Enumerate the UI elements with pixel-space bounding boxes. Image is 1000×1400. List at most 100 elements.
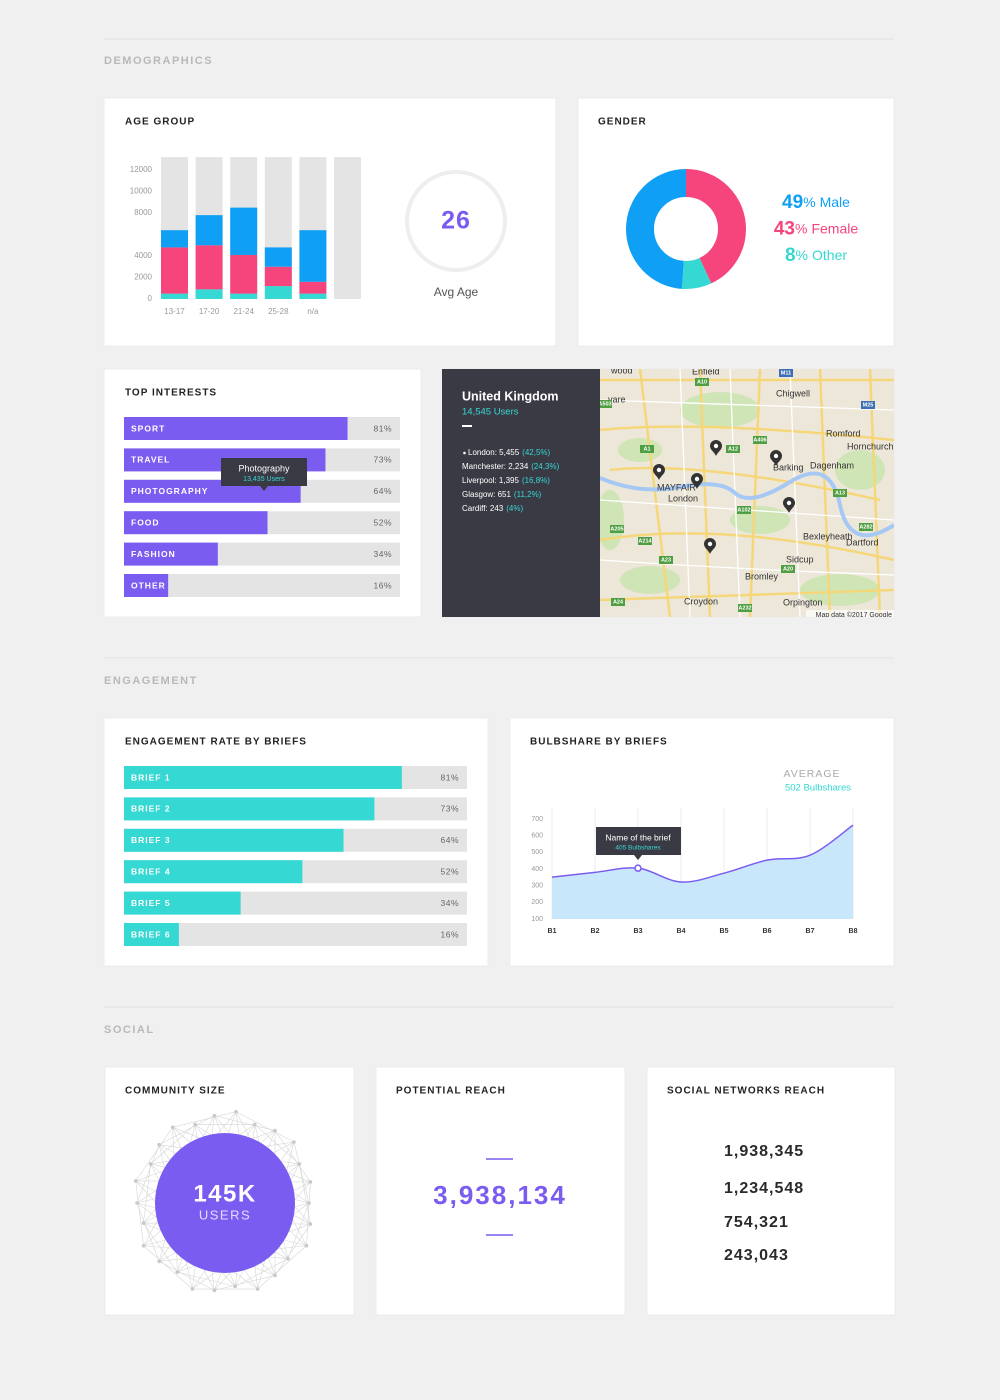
place-label: Dartford [846, 537, 879, 547]
street [679, 369, 691, 617]
road-badge [861, 401, 875, 409]
bar-segment [195, 245, 223, 290]
road-label: A102 [737, 507, 750, 513]
road-label: A13 [835, 490, 845, 496]
road-badge [779, 369, 793, 377]
network-node [133, 1179, 138, 1183]
map-pin-dot [694, 476, 700, 482]
road-badge [695, 378, 709, 386]
attribution-bg [806, 610, 894, 617]
tooltip-subtitle: 405 Bulbshares [615, 845, 661, 852]
road-label: A406 [753, 437, 766, 443]
network-node [148, 1162, 153, 1166]
network-node [292, 1140, 296, 1144]
x-tick-label: 17-20 [199, 307, 220, 316]
tooltip-pointer [260, 486, 268, 491]
city-line: Glasgow: 651 (11,2%) [462, 490, 542, 499]
road-badge [753, 436, 767, 444]
place-label: MAYFAIR [657, 482, 696, 492]
bar [124, 542, 218, 566]
network-node [157, 1259, 161, 1264]
road-label: M25 [863, 402, 874, 408]
place-label: vare [608, 394, 626, 404]
road-label: A1 [643, 446, 650, 452]
x-tick-label: B8 [849, 928, 858, 935]
city-line: Cardiff: 243 (4%) [462, 504, 523, 513]
legend-value: 49 [782, 192, 803, 213]
network-line [158, 1261, 215, 1291]
card [646, 1066, 896, 1316]
bar-label: TRAVEL [131, 455, 170, 465]
network-line [235, 1111, 295, 1143]
network-line [143, 1222, 178, 1273]
network-line [172, 1111, 237, 1128]
bar-label: BRIEF 3 [131, 835, 171, 845]
bar-segment [161, 230, 188, 248]
street [789, 369, 801, 617]
map-attribution: Map data ©2017 Google [816, 611, 892, 619]
point [634, 864, 642, 872]
road-badge [737, 506, 751, 514]
x-tick-label: 25-28 [268, 307, 289, 316]
place-label: Enfield [692, 366, 720, 376]
bar [124, 766, 402, 789]
x-tick-label: 21-24 [233, 307, 254, 316]
network-line [136, 1144, 160, 1204]
tooltip-subtitle: 13,435 Users [243, 476, 285, 483]
network-node [170, 1125, 175, 1130]
bar [124, 923, 179, 946]
legend-unit: % [803, 194, 815, 210]
network-line [214, 1115, 276, 1131]
network-line [150, 1124, 196, 1165]
bar-track [334, 157, 361, 299]
bar-segment [195, 215, 223, 246]
network-line [306, 1181, 311, 1246]
y-tick-label: 500 [531, 849, 543, 856]
place-label: Chigwell [776, 388, 810, 398]
y-tick-label: 200 [531, 899, 543, 906]
city-share: (24,3%) [531, 462, 559, 471]
value-label: 52% [373, 517, 392, 527]
bar-label: BRIEF 1 [131, 772, 171, 782]
card-title: COMMUNITY SIZE [125, 1086, 225, 1097]
value-label: 73% [373, 455, 392, 465]
bar-segment [299, 230, 327, 282]
card-title: POTENTIAL REACH [396, 1086, 506, 1097]
place-label: London [668, 493, 698, 503]
y-tick-label: 300 [531, 883, 543, 890]
y-tick-label: 600 [531, 833, 543, 840]
road-badge [638, 537, 652, 545]
place-label: wood [610, 365, 633, 375]
road-badge [610, 525, 624, 533]
donut-segment [626, 169, 746, 289]
road-label: A20 [783, 566, 793, 572]
park [600, 490, 624, 550]
card-title: BULBSHARE BY BRIEFS [530, 737, 668, 748]
x-tick-label: B1 [548, 928, 557, 935]
network-line [254, 1124, 300, 1165]
network-line [214, 1275, 276, 1291]
y-tick-label: 8000 [134, 208, 152, 217]
legend-entry: 43% Female [774, 219, 858, 240]
road-line [600, 532, 894, 562]
road-badge [781, 565, 795, 573]
network-node [255, 1287, 260, 1291]
bar [124, 797, 375, 821]
road-label: M11 [781, 370, 791, 376]
road-label: A205 [610, 526, 623, 532]
bar [124, 417, 348, 440]
section-title: SOCIAL [104, 1024, 155, 1036]
avg-age-label: Avg Age [434, 285, 479, 299]
network-line [257, 1245, 307, 1290]
road-label: A23 [661, 557, 671, 563]
tooltip-pointer [634, 855, 642, 860]
legend-unit: % [796, 247, 808, 263]
city-line: Manchester: 2,234 (24,3%) [462, 462, 560, 471]
road-line [868, 369, 882, 617]
network-node [233, 1284, 237, 1289]
bar [124, 891, 241, 915]
network-node [273, 1128, 277, 1133]
avg-age-value: 26 [441, 207, 471, 235]
x-tick-label: n/a [307, 307, 319, 316]
legend-label: Male [820, 194, 851, 210]
